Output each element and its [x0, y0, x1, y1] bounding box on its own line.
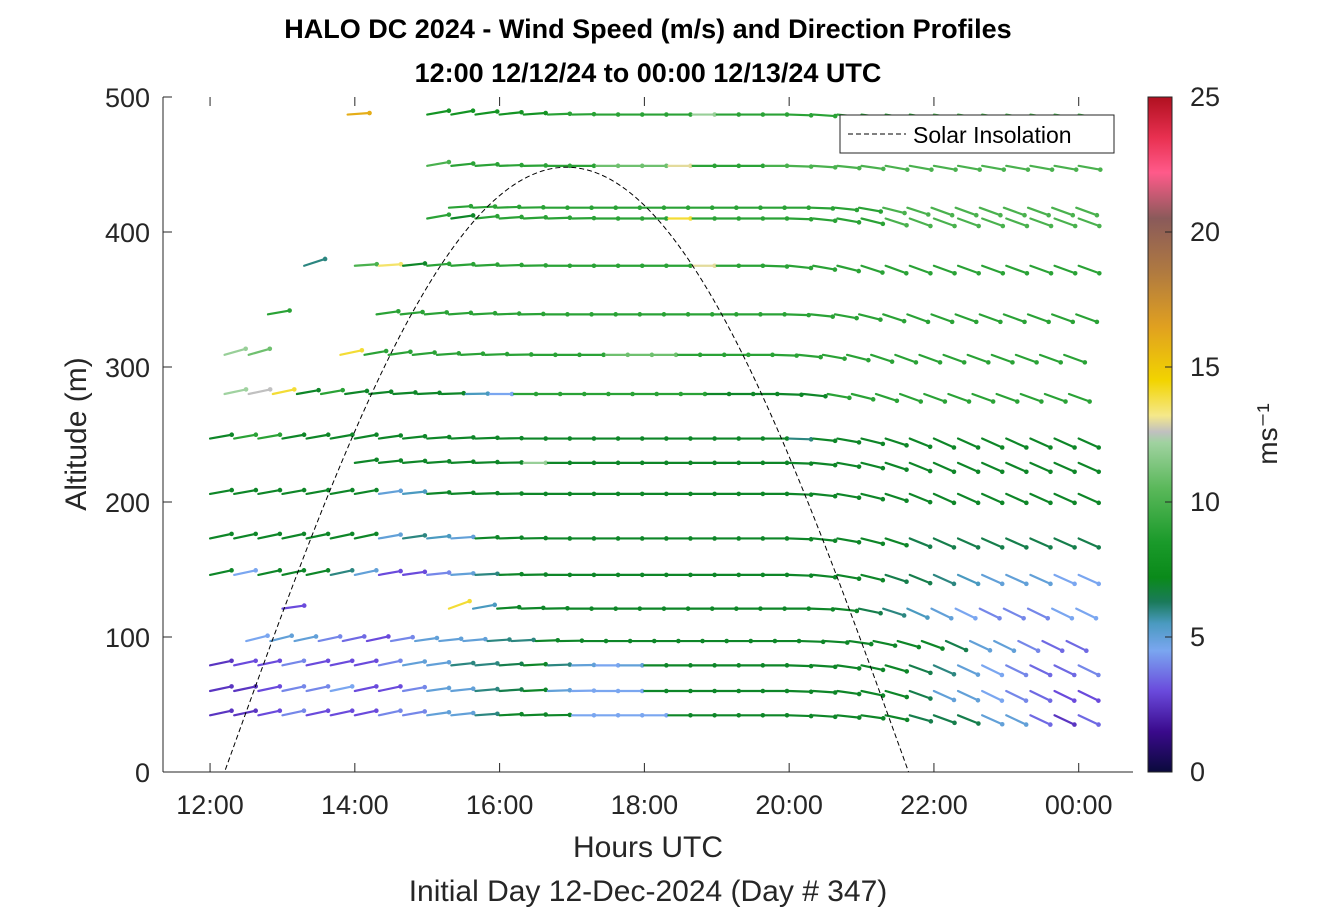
colorbar-tick-label: 20	[1190, 217, 1220, 247]
plot-area	[163, 97, 1133, 772]
y-tick-label: 500	[105, 83, 150, 113]
y-tick-label: 400	[105, 218, 150, 248]
x-tick-label: 16:00	[466, 790, 534, 820]
x-axis-label: Hours UTC	[573, 831, 723, 864]
x-tick-label: 14:00	[321, 790, 389, 820]
colorbar	[1148, 97, 1172, 772]
colorbar-tick-label: 5	[1190, 622, 1205, 652]
chart-title-line2: 12:00 12/12/24 to 00:00 12/13/24 UTC	[415, 58, 882, 88]
y-tick-label: 0	[135, 758, 150, 788]
x-tick-label: 22:00	[900, 790, 968, 820]
x-tick-label: 20:00	[755, 790, 823, 820]
colorbar-tick-label: 25	[1190, 82, 1220, 112]
x-tick-label: 18:00	[611, 790, 679, 820]
colorbar-tick-label: 10	[1190, 487, 1220, 517]
colorbar-ticks: 0 5 10 15 20 25	[1165, 82, 1220, 787]
chart-subtitle: Initial Day 12-Dec-2024 (Day # 347)	[409, 875, 888, 908]
y-axis-label: Altitude (m)	[60, 357, 93, 510]
y-tick-label: 200	[105, 488, 150, 518]
legend: Solar Insolation	[840, 115, 1114, 153]
x-tick-label: 00:00	[1045, 790, 1113, 820]
x-tick-label: 12:00	[176, 790, 244, 820]
y-tick-label: 100	[105, 623, 150, 653]
colorbar-label: ms⁻¹	[1252, 403, 1283, 464]
y-tick-label: 300	[105, 353, 150, 383]
chart-title-line1: HALO DC 2024 - Wind Speed (m/s) and Dire…	[284, 14, 1011, 44]
colorbar-tick-label: 0	[1190, 757, 1205, 787]
colorbar-tick-label: 15	[1190, 352, 1220, 382]
legend-label: Solar Insolation	[913, 122, 1072, 148]
y-axis-ticks: 0 100 200 300 400 500	[105, 83, 172, 788]
